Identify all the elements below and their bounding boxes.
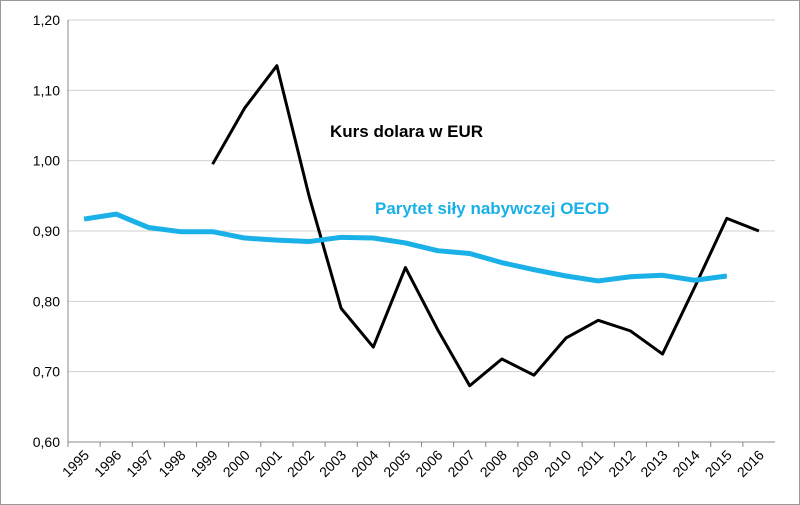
series-line — [211, 64, 760, 388]
series-label: Kurs dolara w EUR — [330, 122, 483, 141]
y-tick-label: 0,60 — [33, 434, 60, 450]
series-label: Parytet siły nabywczej OECD — [375, 199, 609, 218]
y-tick-label: 1,10 — [33, 82, 60, 98]
y-tick-label: 1,20 — [33, 12, 60, 28]
series-line — [83, 211, 728, 284]
y-tick-label: 0,80 — [33, 293, 60, 309]
y-tick-label: 0,70 — [33, 364, 60, 380]
y-tick-label: 1,00 — [33, 153, 60, 169]
y-tick-label: 0,90 — [33, 223, 60, 239]
